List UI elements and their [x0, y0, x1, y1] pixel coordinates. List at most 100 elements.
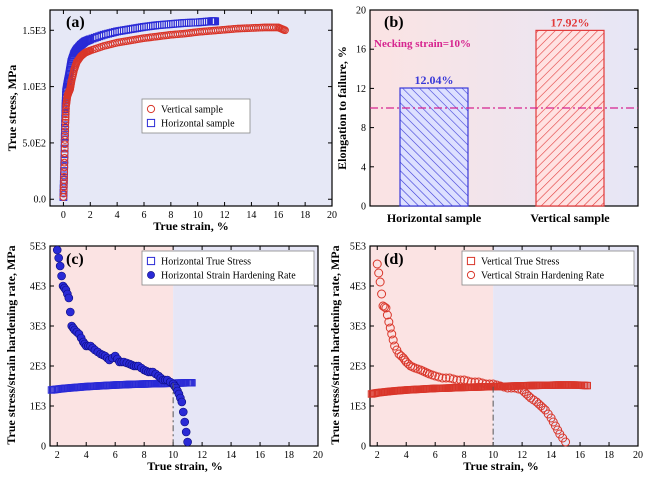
- data-point-d-rate: [372, 259, 382, 269]
- data-point-d-rate: [448, 374, 458, 384]
- y-tick-label-d: 2E3: [350, 362, 366, 373]
- data-point-a-circle: [60, 163, 69, 172]
- data-point-d-rate: [384, 317, 394, 327]
- data-point-d-rate: [477, 378, 487, 388]
- data-point-d-rate: [382, 310, 392, 320]
- data-point-a-circle: [61, 107, 70, 116]
- data-point-c-rate: [52, 245, 62, 255]
- data-point-c-rate: [177, 397, 187, 407]
- y-tick-label-d: 1E3: [350, 402, 366, 413]
- x-tick-label-c: 20: [313, 450, 323, 461]
- x-category-label-b: Vertical sample: [530, 211, 610, 225]
- y-tick-label-c: 3E3: [30, 322, 46, 333]
- panel-d: 2 4 6 8 10 12 14 16 18 20 0 1E3 2E3 3E3 4E3 5E3 (d) Tru…: [328, 242, 643, 474]
- data-point-a-circle: [61, 110, 70, 119]
- data-point-c-rate: [181, 427, 191, 437]
- data-point-a-circle: [62, 104, 70, 113]
- data-point-d-rate: [374, 268, 384, 278]
- data-point-d-stress: [583, 381, 591, 390]
- y-tick-label-d: 0: [361, 442, 366, 453]
- x-tick-label-c: 4: [84, 450, 89, 461]
- bar-value-label-b: 17.92%: [551, 15, 590, 29]
- data-point-d-rate: [452, 375, 462, 385]
- data-point-a-circle: [61, 113, 70, 121]
- x-tick-label-c: 16: [255, 450, 265, 461]
- y-tick-label-c: 0: [41, 442, 46, 453]
- data-point-c-stress: [188, 379, 196, 387]
- data-point-c-rate: [180, 417, 190, 427]
- y-tick-label-b: 8: [361, 123, 366, 134]
- y-tick-label-b: 0: [361, 202, 366, 213]
- legend-label-d: Vertical True Stress: [481, 257, 559, 268]
- data-point-a-circle: [61, 136, 69, 144]
- data-point-d-rate: [377, 289, 387, 299]
- x-tick-label-d: 16: [575, 450, 585, 461]
- y-tick-label-c: 1E3: [30, 402, 46, 413]
- y-axis-label-c: True stress/strain hardening rate, MPa: [4, 245, 18, 444]
- legend-label-c: Horizontal Strain Hardening Rate: [161, 271, 296, 282]
- y-tick-label-d: 4E3: [350, 282, 366, 293]
- y-tick-label-d: 3E3: [350, 322, 366, 333]
- legend-label-a: Vertical sample: [161, 105, 223, 116]
- y-tick-label-a: 5.0E2: [22, 138, 46, 149]
- x-tick-label-d: 8: [462, 450, 467, 461]
- legend-c: Horizontal True Stress Horizontal Strain …: [141, 250, 315, 286]
- y-axis-label-b: Elongation to failure, %: [335, 46, 349, 170]
- legend-label-a: Horizontal sample: [161, 119, 235, 130]
- x-tick-label-c: 8: [142, 450, 147, 461]
- data-point-c-rate: [178, 407, 188, 417]
- panel-label-d: (d): [384, 251, 404, 268]
- y-tick-label-c: 5E3: [30, 242, 46, 253]
- data-point-c-rate: [55, 261, 65, 271]
- legend-box-d: [461, 250, 635, 286]
- x-tick-label-d: 18: [604, 450, 614, 461]
- data-point-d-rate: [513, 384, 523, 394]
- y-axis-label-d: True stress/strain hardening rate, MPa: [328, 245, 342, 444]
- data-point-c-rate: [64, 293, 74, 303]
- x-tick-label-a: 16: [273, 210, 283, 221]
- legend-label-c: Horizontal True Stress: [161, 257, 251, 268]
- data-point-d-rate: [470, 377, 480, 387]
- data-point-a-circle: [60, 158, 69, 167]
- plot-frame-d: [369, 245, 639, 447]
- x-tick-label-d: 20: [633, 450, 643, 461]
- x-tick-label-d: 4: [404, 450, 409, 461]
- plot-frame-c: [49, 245, 319, 447]
- data-point-a-circle: [60, 149, 69, 158]
- x-tick-label-c: 12: [197, 450, 207, 461]
- x-tick-label-c: 14: [226, 450, 236, 461]
- data-point-d-rate: [456, 375, 466, 385]
- x-tick-label-c: 10: [168, 450, 178, 461]
- panel-b: 0 4 8 12 16 20 Horizontal sample Vertical sampl…: [335, 6, 639, 225]
- legend-box-a: [141, 98, 251, 134]
- panel-label-b: (b): [384, 14, 404, 31]
- data-point-a-circle: [60, 140, 69, 149]
- bar-b: [535, 29, 605, 207]
- x-tick-label-a: 8: [168, 210, 173, 221]
- data-point-d-rate: [466, 377, 476, 387]
- data-point-legend-d: [466, 270, 476, 280]
- data-point-d-rate: [538, 403, 548, 413]
- bar-value-label-b: 12.04%: [415, 73, 454, 87]
- data-point-d-rate: [506, 383, 516, 393]
- y-tick-label-c: 4E3: [30, 282, 46, 293]
- panel-c: 2 4 6 8 10 12 14 16 18 20 0 1E3 2E3 3E3 4E3 5E3 (c) Tru…: [4, 242, 323, 474]
- data-point-a-circle: [60, 168, 69, 176]
- data-point-d-rate: [375, 277, 385, 287]
- data-point-d-rate: [379, 302, 389, 312]
- x-tick-label-a: 10: [193, 210, 203, 221]
- y-tick-label-c: 2E3: [30, 362, 46, 373]
- x-tick-label-c: 6: [113, 450, 118, 461]
- x-axis-label-a: True strain, %: [153, 219, 228, 233]
- y-tick-label-b: 16: [356, 45, 366, 56]
- x-tick-label-a: 12: [220, 210, 230, 221]
- data-point-d-rate: [381, 303, 391, 313]
- data-point-legend-d: [466, 256, 476, 266]
- data-point-d-rate: [441, 373, 451, 383]
- data-point-a-circle: [60, 172, 68, 181]
- data-point-a-circle: [60, 176, 68, 184]
- data-point-legend-c: [146, 256, 156, 266]
- data-point-a-circle: [60, 154, 69, 162]
